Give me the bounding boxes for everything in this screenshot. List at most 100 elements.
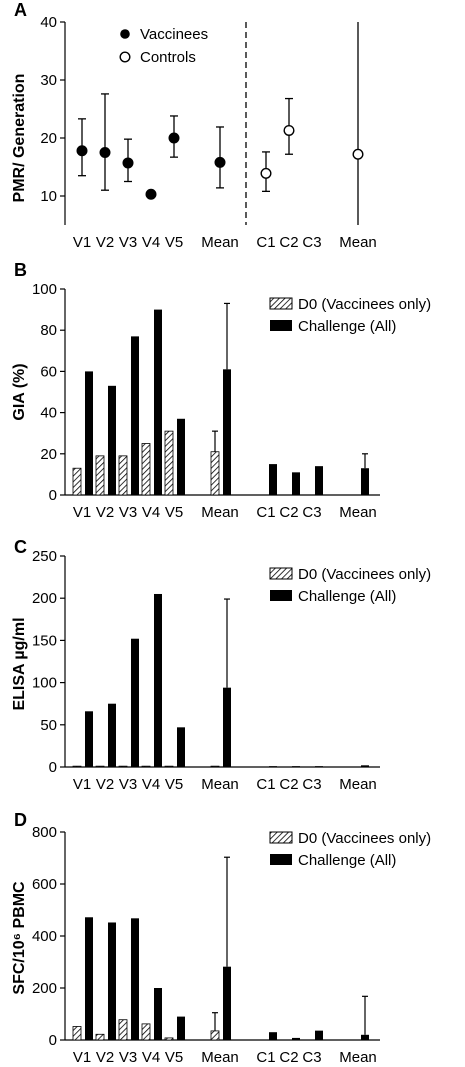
bar-challenge (85, 917, 93, 1040)
x-tick-label: V3 (119, 504, 137, 521)
x-tick-label: V2 (96, 1049, 114, 1066)
x-tick-label: Mean (201, 1049, 239, 1066)
bar-d0 (72, 1026, 82, 1041)
data-point-open (352, 148, 364, 160)
x-tick-label: V3 (119, 1049, 137, 1066)
legend-label: D0 (Vaccinees only) (298, 830, 431, 847)
y-axis-label: SFC/10⁶ PBMC (11, 881, 28, 995)
x-tick-label: C3 (302, 776, 321, 793)
y-tick-label: 150 (32, 632, 57, 649)
y-tick-label: 200 (32, 980, 57, 997)
x-tick-label: C1 (256, 1049, 275, 1066)
legend-swatch-solid (270, 590, 292, 601)
bar-challenge (292, 766, 300, 767)
y-tick-label: 40 (40, 14, 57, 31)
legend-label: Challenge (All) (298, 318, 396, 335)
x-tick-label: C2 (279, 234, 298, 251)
x-tick-label: V4 (142, 776, 160, 793)
x-tick-label: C1 (256, 504, 275, 521)
legend-label: Controls (140, 49, 196, 66)
data-point (99, 146, 111, 158)
data-point (214, 156, 226, 168)
legend-swatch-hatch (269, 831, 293, 844)
y-tick-label: 100 (32, 281, 57, 298)
y-tick-label: 30 (40, 72, 57, 89)
x-tick-label: C2 (279, 776, 298, 793)
legend-marker-filled (120, 29, 130, 39)
bar-challenge (361, 1034, 369, 1040)
legend-label: Challenge (All) (298, 588, 396, 605)
y-tick-label: 0 (49, 1032, 57, 1049)
y-tick-label: 80 (40, 322, 57, 339)
x-tick-label: V3 (119, 234, 137, 251)
bar-d0 (141, 1023, 151, 1041)
bar-challenge (154, 309, 162, 495)
y-tick-label: 40 (40, 405, 57, 422)
y-tick-label: 10 (40, 188, 57, 205)
bar-d0 (95, 765, 105, 768)
y-tick-label: 0 (49, 487, 57, 504)
legend-swatch-solid (270, 320, 292, 331)
x-tick-label: Mean (201, 776, 239, 793)
panel-label-c: C (14, 537, 27, 557)
legend: Vaccinees Controls (119, 26, 208, 66)
bar-d0 (210, 765, 220, 768)
bar-challenge (131, 638, 139, 767)
legend-label: D0 (Vaccinees only) (298, 296, 431, 313)
data-point (76, 145, 88, 157)
x-tick-label: V3 (119, 776, 137, 793)
x-tick-label: V1 (73, 776, 91, 793)
bar-challenge (315, 1030, 323, 1040)
x-tick-label: V5 (165, 504, 183, 521)
bar-challenge (177, 727, 185, 767)
x-tick-label: C2 (279, 1049, 298, 1066)
bar-challenge (108, 385, 116, 495)
legend-marker-open (119, 51, 131, 63)
bar-challenge (85, 711, 93, 767)
x-tick-label: V4 (142, 234, 160, 251)
panel-label-b: B (14, 260, 27, 280)
bar-challenge (85, 371, 93, 495)
x-tick-label: V1 (73, 1049, 91, 1066)
y-axis-label: PMR/ Generation (11, 74, 28, 203)
legend-swatch-hatch (269, 297, 293, 310)
bar-d0 (118, 765, 128, 768)
data-point-open (260, 167, 272, 179)
bar-challenge (223, 687, 231, 767)
y-tick-label: 0 (49, 759, 57, 776)
bar-challenge (223, 966, 231, 1040)
bar-d0 (95, 1033, 105, 1041)
x-tick-label: Mean (201, 234, 239, 251)
x-tick-label: V5 (165, 1049, 183, 1066)
x-tick-label: Mean (339, 504, 377, 521)
bar-d0 (164, 765, 174, 768)
panel-label-a: A (14, 0, 27, 20)
data-point-open (283, 124, 295, 136)
x-tick-label: C3 (302, 234, 321, 251)
panel-a: A PMR/ Generation Vaccinees Controls 10 2… (11, 0, 377, 251)
bar-challenge (108, 703, 116, 767)
bar-challenge (315, 466, 323, 495)
bar-challenge (177, 1016, 185, 1040)
x-tick-label: V1 (73, 504, 91, 521)
x-tick-label: Mean (201, 504, 239, 521)
legend-swatch-solid (270, 854, 292, 865)
y-axis-label: ELISA µg/ml (11, 617, 28, 710)
y-axis-label: GIA (%) (11, 363, 28, 420)
bar-d0 (164, 430, 174, 496)
y-tick-label: 100 (32, 675, 57, 692)
y-tick-label: 800 (32, 824, 57, 841)
x-tick-label: V4 (142, 1049, 160, 1066)
bar-challenge (292, 472, 300, 495)
bar-d0 (210, 451, 220, 496)
legend: D0 (Vaccinees only) Challenge (All) (269, 830, 431, 869)
bar-challenge (292, 1037, 300, 1040)
bar-challenge (361, 468, 369, 495)
panel-d: D SFC/10⁶ PBMC D0 (Vaccinees only) Chall… (11, 810, 431, 1066)
bar-challenge (315, 766, 323, 767)
y-tick-label: 600 (32, 876, 57, 893)
x-tick-label: V1 (73, 234, 91, 251)
panel-label-d: D (14, 810, 27, 830)
data-point (168, 132, 180, 144)
